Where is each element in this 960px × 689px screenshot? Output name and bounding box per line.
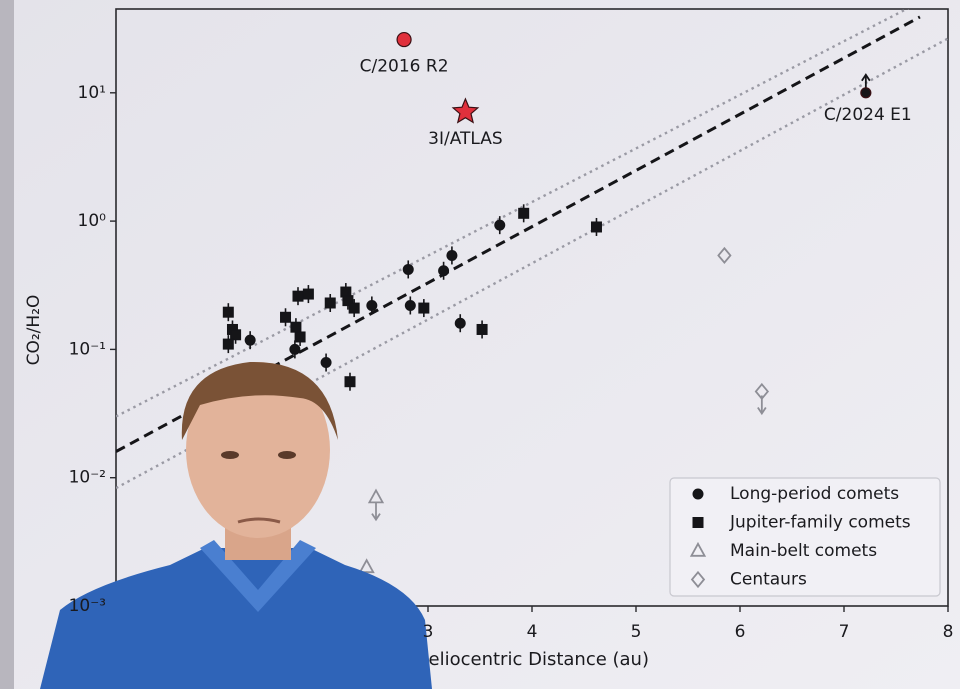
points [222, 31, 872, 592]
y-tick-label: 10⁰ [78, 211, 107, 231]
eye [221, 451, 239, 459]
point [302, 288, 314, 300]
point [476, 323, 488, 335]
point [454, 317, 466, 329]
y-tick-label: 10⁻¹ [69, 339, 106, 359]
legend-label: Centaurs [730, 570, 807, 590]
point [396, 31, 412, 48]
x-tick-label: 3 [423, 622, 434, 642]
point [320, 357, 332, 369]
limit-arrow-head [757, 406, 767, 416]
legend-label: Main-belt comets [730, 541, 877, 561]
point [366, 299, 378, 311]
x-tick-label: 4 [527, 622, 538, 642]
point [590, 221, 602, 233]
point [690, 570, 706, 589]
legend-label: Long-period comets [730, 484, 899, 504]
eye [278, 451, 296, 459]
point [280, 311, 292, 323]
face [186, 362, 330, 538]
x-tick-label: 6 [735, 622, 746, 642]
fit-line [116, 9, 910, 418]
point [402, 263, 414, 275]
legend-label: Jupiter-family comets [729, 513, 911, 533]
screen-edge [0, 0, 14, 689]
point [230, 329, 242, 341]
x-tick-label: 8 [943, 622, 954, 642]
y-axis-label: CO₂/H₂O [24, 295, 44, 366]
y-tick-label: 10¹ [78, 83, 106, 103]
point [367, 488, 385, 504]
point [518, 207, 530, 219]
point [244, 334, 256, 346]
x-tick-label: 7 [839, 622, 850, 642]
point [342, 295, 354, 307]
x-axis-label: Heliocentric Distance (au) [415, 649, 649, 670]
point [358, 558, 375, 574]
point [692, 488, 704, 500]
point [438, 265, 450, 277]
point [222, 306, 234, 318]
hair [181, 361, 338, 440]
annotation: C/2016 R2 [360, 57, 449, 77]
point [404, 299, 416, 311]
point [717, 246, 732, 265]
legend-box [669, 477, 941, 597]
point [324, 297, 336, 309]
point [860, 87, 872, 99]
y-tick-label: 10⁻² [69, 468, 106, 488]
point [754, 382, 770, 401]
point [344, 376, 356, 388]
point [446, 249, 458, 261]
point [418, 302, 430, 314]
shirt [40, 548, 432, 689]
annotation: C/2024 E1 [824, 105, 912, 125]
point [689, 541, 707, 557]
limit-arrow-head [371, 513, 381, 522]
point [289, 343, 301, 355]
mouth [237, 517, 281, 524]
x-tick-label: 5 [631, 622, 642, 642]
point [222, 338, 234, 350]
person [40, 361, 432, 689]
point [451, 97, 480, 124]
point [348, 302, 360, 314]
point [292, 290, 304, 302]
y-tick-label: 10⁻³ [69, 596, 106, 616]
point [494, 219, 506, 231]
point [294, 331, 306, 343]
limit-arrow-head [861, 73, 871, 82]
annotation: 3I/ATLAS [428, 129, 503, 149]
point [692, 517, 704, 528]
